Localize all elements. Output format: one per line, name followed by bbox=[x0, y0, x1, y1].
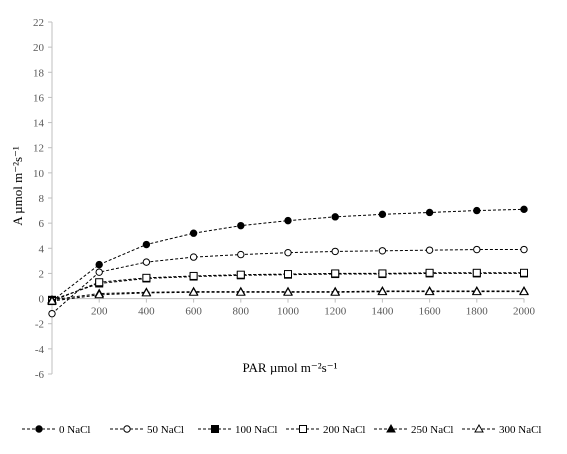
data-point bbox=[519, 286, 529, 296]
x-tick-label: 1000 bbox=[277, 306, 300, 318]
data-point bbox=[331, 213, 339, 221]
legend-label: 0 NaCl bbox=[59, 424, 90, 436]
data-point bbox=[235, 287, 246, 296]
y-tick-label: 12 bbox=[33, 143, 44, 155]
data-point bbox=[188, 287, 199, 296]
series-line bbox=[51, 208, 525, 302]
legend-label: 200 NaCl bbox=[323, 424, 365, 436]
data-point bbox=[520, 205, 528, 214]
x-tick-label: 1600 bbox=[419, 306, 442, 318]
legend-marker bbox=[299, 425, 307, 433]
data-point bbox=[425, 268, 434, 277]
x-tick-label: 1200 bbox=[324, 306, 347, 318]
y-tick-label: 20 bbox=[33, 42, 45, 54]
y-tick-label: 14 bbox=[33, 118, 45, 130]
legend-label: 250 NaCl bbox=[411, 424, 453, 436]
data-point bbox=[189, 229, 198, 237]
data-point bbox=[378, 269, 387, 278]
legend-marker bbox=[123, 425, 131, 433]
data-point bbox=[95, 260, 103, 269]
series-3 bbox=[48, 268, 528, 306]
x-tick-label: 800 bbox=[233, 306, 250, 318]
y-axis-title: A µmol m⁻²s⁻¹ bbox=[10, 146, 25, 226]
data-point bbox=[94, 289, 105, 299]
data-point bbox=[284, 248, 292, 257]
data-point bbox=[283, 287, 293, 296]
legend-marker bbox=[35, 425, 43, 433]
data-point bbox=[378, 210, 387, 219]
series-1 bbox=[48, 245, 528, 318]
y-tick-label: 8 bbox=[39, 193, 45, 205]
data-point bbox=[331, 247, 339, 256]
data-point bbox=[520, 268, 528, 277]
y-tick-label: 18 bbox=[33, 67, 45, 79]
data-point bbox=[142, 258, 151, 266]
data-point bbox=[47, 296, 57, 305]
data-point bbox=[520, 245, 528, 254]
x-tick-label: 2000 bbox=[513, 306, 536, 318]
legend-item: 100 NaCl bbox=[198, 424, 277, 436]
y-tick-label: 4 bbox=[39, 243, 45, 255]
x-axis-title: PAR µmol m⁻²s⁻¹ bbox=[243, 360, 338, 375]
data-point bbox=[284, 270, 292, 279]
x-tick-label: 1400 bbox=[371, 306, 394, 318]
data-point bbox=[331, 269, 340, 278]
data-point bbox=[424, 286, 435, 296]
legend-marker bbox=[211, 425, 219, 433]
y-tick-label: 0 bbox=[39, 294, 45, 306]
data-point bbox=[377, 286, 388, 296]
axes: -6 -4 -2 0 2 4 6 8 10 12 14 16 18 20 22 200 400 600 800 100… bbox=[33, 17, 536, 381]
data-point bbox=[95, 268, 103, 276]
x-tick-label: 1800 bbox=[466, 306, 489, 318]
y-tick-label: -4 bbox=[35, 344, 45, 356]
series-5 bbox=[47, 286, 529, 305]
y-tick-label: 16 bbox=[33, 92, 45, 104]
data-point bbox=[48, 309, 56, 318]
data-point bbox=[284, 216, 292, 225]
legend-item: 50 NaCl bbox=[110, 424, 184, 436]
data-point bbox=[189, 253, 198, 261]
data-point bbox=[425, 246, 434, 254]
legend-item: 0 NaCl bbox=[22, 424, 90, 436]
data-point bbox=[237, 221, 245, 230]
y-tick-label: -6 bbox=[35, 369, 45, 381]
data-point bbox=[141, 287, 152, 297]
x-tick-label: 400 bbox=[138, 306, 155, 318]
y-tick-label: 10 bbox=[33, 168, 45, 180]
data-point bbox=[471, 286, 482, 296]
y-tick-label: -2 bbox=[35, 319, 44, 331]
y-tick-label: 6 bbox=[39, 218, 45, 230]
legend-label: 100 NaCl bbox=[235, 424, 277, 436]
data-point bbox=[142, 240, 151, 249]
legend-marker bbox=[474, 423, 484, 433]
x-tick-label: 200 bbox=[91, 306, 108, 318]
legend-item: 300 NaCl bbox=[462, 423, 541, 436]
data-point bbox=[142, 273, 151, 282]
series-line bbox=[51, 272, 524, 301]
data-point bbox=[237, 250, 245, 259]
legend-item: 200 NaCl bbox=[286, 424, 365, 436]
data-point bbox=[472, 268, 481, 277]
x-tick-label: 600 bbox=[185, 306, 202, 318]
data-point bbox=[236, 270, 245, 279]
legend-label: 300 NaCl bbox=[499, 424, 541, 436]
data-point bbox=[473, 245, 481, 254]
data-point bbox=[189, 271, 198, 280]
data-point bbox=[95, 278, 104, 287]
data-point bbox=[330, 287, 341, 296]
y-tick-label: 2 bbox=[39, 268, 45, 280]
legend: 0 NaCl 50 NaCl 100 NaCl 200 NaCl 250 NaCl 300… bbox=[22, 423, 541, 436]
data-point bbox=[425, 208, 434, 217]
series-line bbox=[51, 249, 524, 315]
data-point bbox=[473, 206, 481, 215]
y-tick-label: 22 bbox=[33, 17, 44, 29]
legend-marker bbox=[386, 423, 396, 433]
series-line bbox=[51, 272, 524, 302]
data-point bbox=[378, 247, 387, 255]
legend-item: 250 NaCl bbox=[374, 423, 453, 436]
legend-label: 50 NaCl bbox=[147, 424, 184, 436]
series-layer bbox=[47, 205, 529, 318]
